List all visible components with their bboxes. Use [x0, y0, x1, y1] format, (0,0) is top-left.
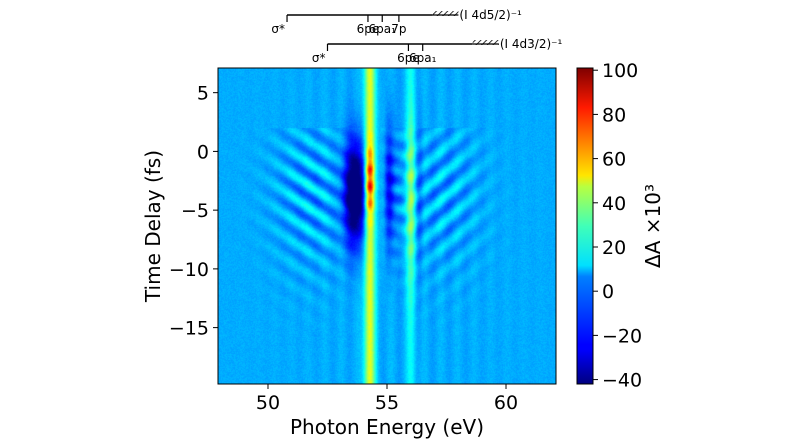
level-label: 6pe: [397, 51, 420, 65]
x-tick-label: 55: [375, 392, 399, 414]
colorbar-tick-label: 0: [602, 281, 614, 303]
y-axis-label: Time Delay (fs): [141, 150, 165, 303]
y-axis: 5 0 −5 −10 −15: [169, 83, 218, 340]
colorbar-tick-label: 40: [602, 193, 626, 215]
ionization-edge-hatch: [432, 11, 459, 16]
colorbar-tick-label: −20: [602, 325, 642, 347]
level-label: σ*: [312, 51, 326, 65]
y-tick-label: 0: [197, 141, 209, 163]
y-tick-label: −10: [169, 259, 209, 281]
x-axis-label: Photon Energy (eV): [290, 415, 484, 439]
colorbar-tick-label: −40: [602, 370, 642, 392]
colorbar-ticks: 100 80 60 40 20 0 −20 −40: [593, 60, 642, 392]
heatmap-plot-area: [217, 67, 557, 385]
y-tick-label: −15: [169, 318, 209, 340]
level-label: 6pa₁: [369, 22, 397, 36]
level-label: 6pe: [357, 22, 380, 36]
colorbar-gradient: [576, 67, 594, 385]
x-tick-label: 50: [256, 392, 280, 414]
colorbar-tick-label: 80: [602, 104, 626, 126]
level-label: 6pa₁: [409, 51, 437, 65]
series-label: (I 4d3/2)⁻¹: [500, 37, 563, 51]
colorbar-label: ΔA ×10³: [641, 184, 665, 268]
y-tick-label: −5: [181, 200, 209, 222]
x-tick-label: 60: [494, 392, 518, 414]
level-label: 7p: [391, 22, 406, 36]
colorbar-tick-label: 60: [602, 149, 626, 171]
heatmap-image: [218, 68, 556, 384]
y-tick-label: 5: [197, 83, 209, 105]
colorbar-tick-label: 20: [602, 237, 626, 259]
series-label: (I 4d5/2)⁻¹: [459, 8, 522, 22]
colorbar: 100 80 60 40 20 0 −20 −40 ΔA ×10³: [576, 60, 665, 392]
x-axis: 50 55 60: [256, 384, 518, 414]
ionization-edge-hatch: [472, 40, 499, 45]
level-label: σ*: [271, 22, 285, 36]
colorbar-tick-label: 100: [602, 60, 638, 82]
